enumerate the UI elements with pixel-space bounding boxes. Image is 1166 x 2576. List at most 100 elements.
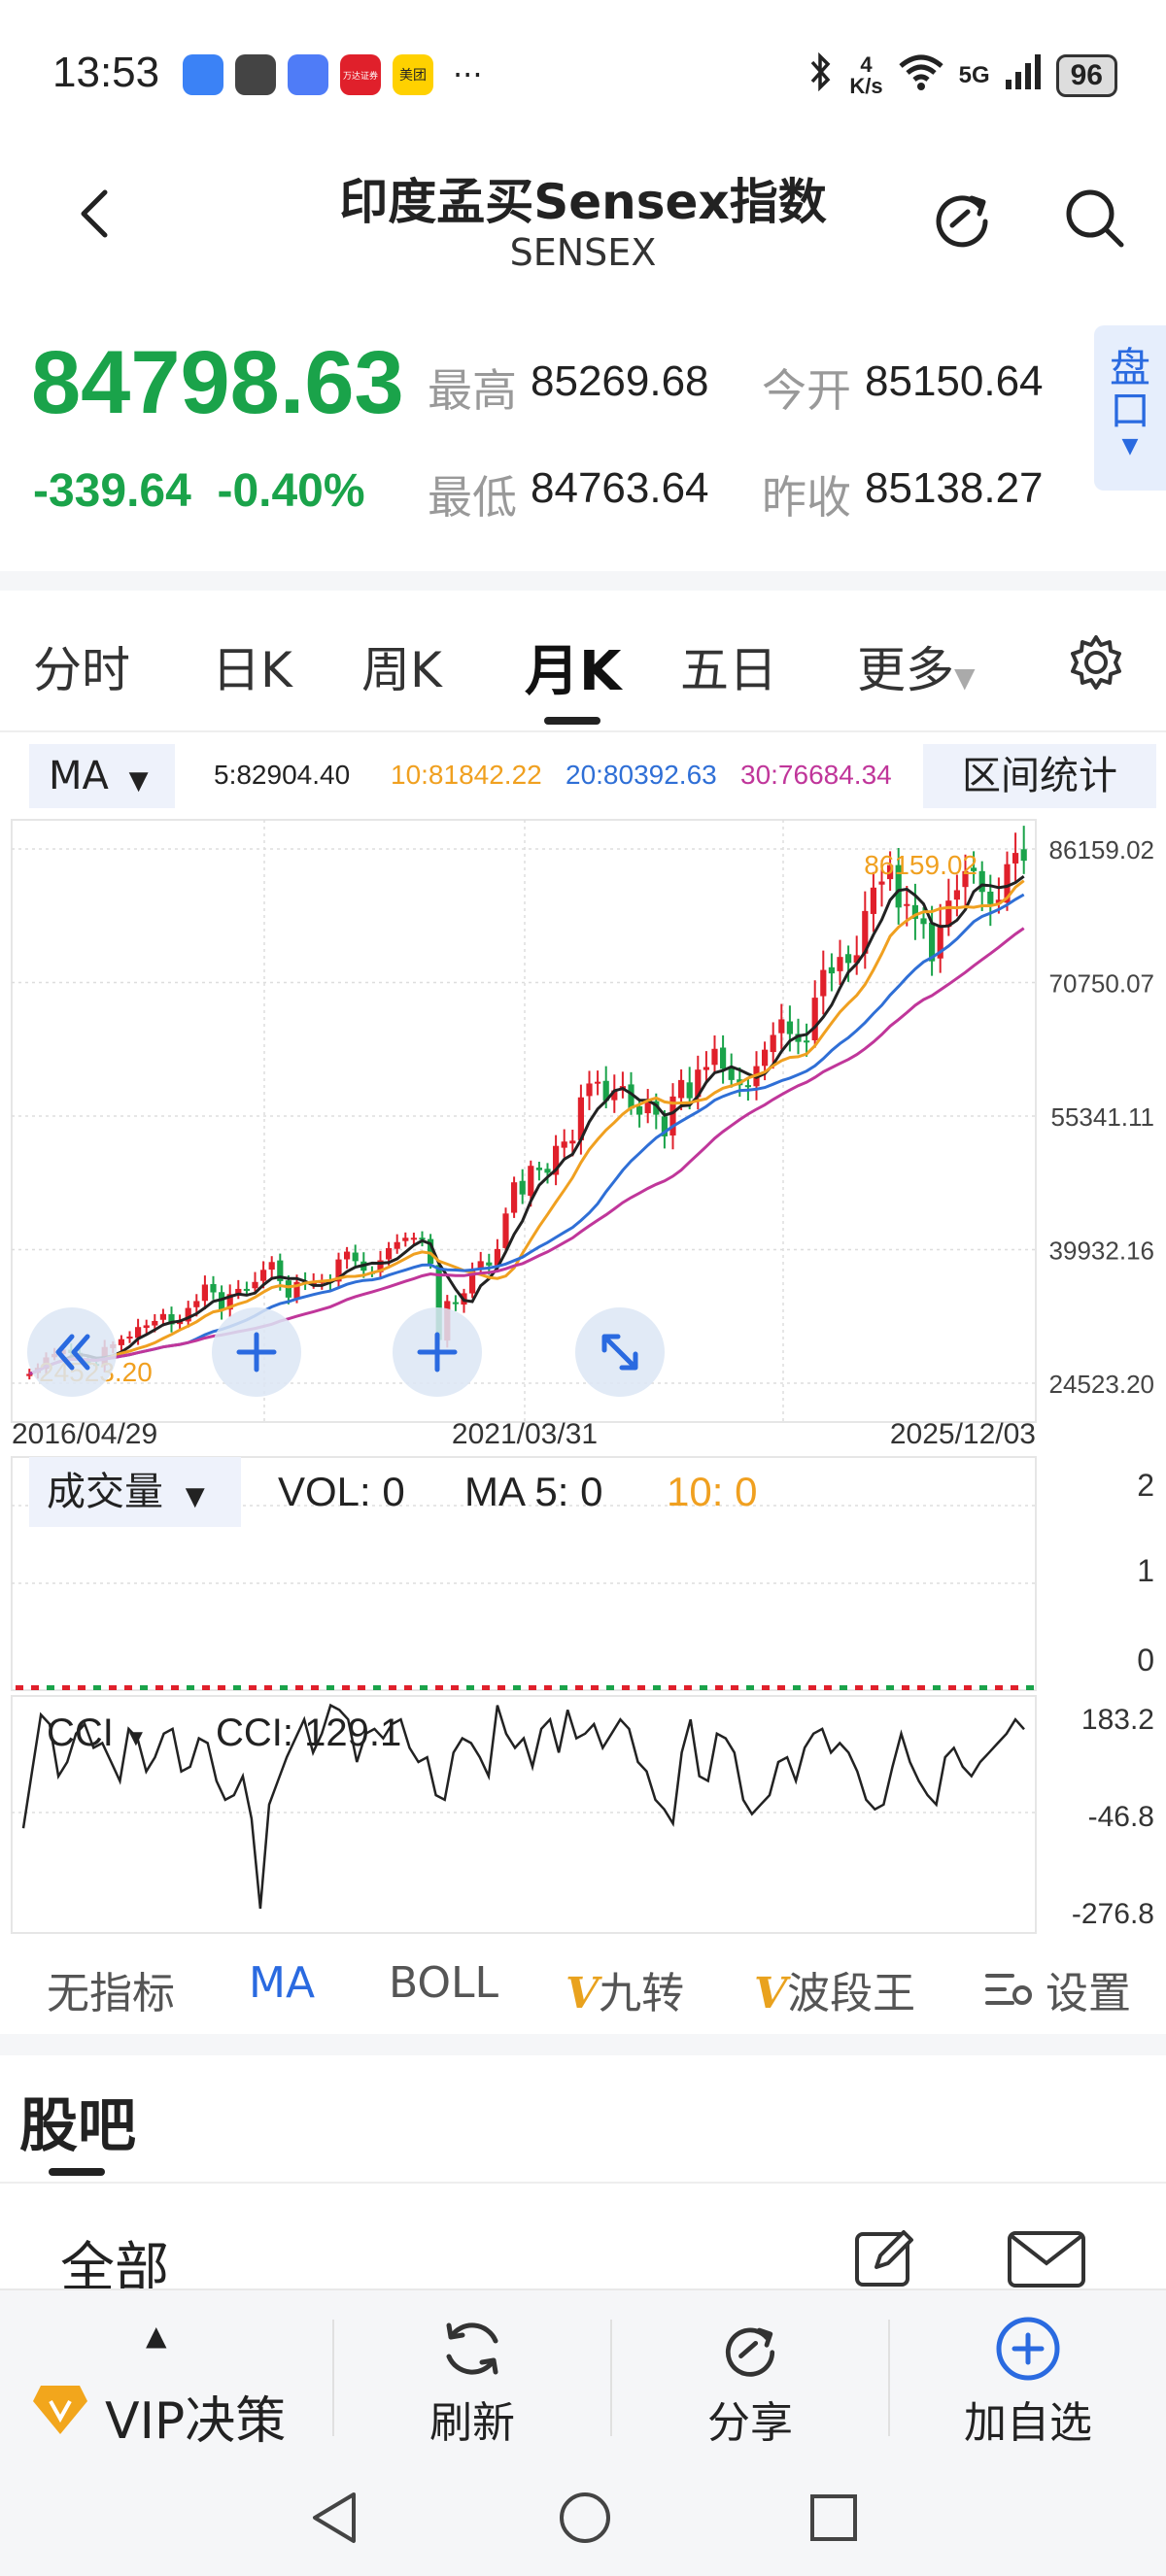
candle-body bbox=[477, 1261, 484, 1270]
vol-ma10-label: 10: bbox=[667, 1469, 724, 1514]
indicator-ma[interactable]: MA bbox=[249, 1958, 316, 2008]
cci-y-tick: -276.8 bbox=[1072, 1898, 1154, 1930]
tab-more[interactable]: 更多▼ bbox=[857, 631, 976, 701]
volume-bar bbox=[964, 1685, 972, 1690]
volume-bar bbox=[47, 1685, 54, 1690]
last-price: 84798.63 bbox=[31, 333, 404, 432]
search-button[interactable] bbox=[1057, 181, 1131, 254]
volume-bar bbox=[155, 1685, 163, 1690]
volume-bar bbox=[482, 1685, 490, 1690]
candle-body bbox=[352, 1252, 359, 1262]
tab-five-day[interactable]: 五日 bbox=[680, 642, 777, 698]
candle-body bbox=[853, 955, 860, 964]
zoom-out-button[interactable] bbox=[393, 1307, 482, 1397]
candle-body bbox=[561, 1141, 567, 1148]
vip-decision-button[interactable]: ▲ VIP决策 bbox=[0, 2290, 330, 2461]
prev-close-value: 85138.27 bbox=[865, 464, 1044, 512]
system-recents-button[interactable] bbox=[806, 2491, 861, 2549]
volume-selector[interactable]: 成交量 ▼ bbox=[29, 1457, 241, 1527]
candle-body bbox=[344, 1251, 351, 1260]
active-tab-indicator bbox=[544, 717, 600, 725]
chart-settings-button[interactable] bbox=[1065, 631, 1127, 697]
range-statistics-button[interactable]: 区间统计 bbox=[923, 744, 1156, 808]
candle-body bbox=[937, 925, 943, 959]
candle-body bbox=[762, 1049, 769, 1067]
candle-body bbox=[277, 1260, 284, 1281]
share-button[interactable]: 分享 bbox=[612, 2290, 888, 2461]
settings-sliders-icon bbox=[985, 1974, 1032, 2005]
indicator-settings[interactable]: 设置 bbox=[983, 1958, 1131, 2020]
candle-body bbox=[770, 1034, 776, 1053]
compose-post-button[interactable] bbox=[851, 2224, 919, 2296]
open-value: 85150.64 bbox=[865, 357, 1044, 405]
cci-selector[interactable]: CCI ▼ bbox=[47, 1712, 148, 1755]
pankou-button[interactable]: 盘口 ▼ bbox=[1094, 325, 1166, 491]
double-chevron-left-icon bbox=[55, 1334, 90, 1371]
volume-bar bbox=[684, 1685, 692, 1690]
message-app-icon bbox=[183, 54, 223, 95]
indicator-none[interactable]: 无指标 bbox=[47, 1969, 175, 2018]
candle-body bbox=[452, 1302, 459, 1305]
vip-label: VIP决策 bbox=[105, 2392, 287, 2451]
candle-body bbox=[569, 1140, 576, 1144]
caret-down-icon: ▼ bbox=[185, 1482, 205, 1511]
network-type: 5G bbox=[958, 61, 990, 88]
indicator-boll[interactable]: BOLL bbox=[389, 1958, 499, 2008]
tab-intraday[interactable]: 分时 bbox=[33, 642, 130, 698]
volume-bar bbox=[342, 1685, 350, 1690]
candle-body bbox=[486, 1262, 493, 1266]
plus-icon bbox=[417, 1332, 458, 1373]
fullscreen-button[interactable] bbox=[575, 1307, 665, 1397]
scroll-left-button[interactable] bbox=[27, 1307, 117, 1397]
volume-bar bbox=[218, 1685, 225, 1690]
volume-bar bbox=[62, 1685, 70, 1690]
volume-bar bbox=[653, 1685, 661, 1690]
price-change: -339.64 -0.40% bbox=[33, 464, 365, 518]
candle-body bbox=[185, 1307, 191, 1322]
x-tick-label: 2021/03/31 bbox=[452, 1418, 598, 1450]
vol-ma5-value: 0 bbox=[580, 1469, 603, 1514]
cci-readout: CCI: 129.1 bbox=[216, 1712, 402, 1754]
refresh-button[interactable]: 刷新 bbox=[334, 2290, 610, 2461]
tab-weekly-k[interactable]: 周K bbox=[361, 642, 442, 698]
volume-bar bbox=[840, 1685, 847, 1690]
volume-bar bbox=[544, 1685, 552, 1690]
back-button[interactable] bbox=[68, 185, 126, 243]
candle-body bbox=[661, 1116, 668, 1136]
volume-bar bbox=[669, 1685, 676, 1690]
volume-bar bbox=[529, 1685, 536, 1690]
candle-body bbox=[636, 1105, 643, 1115]
indicator-jiuzhuan[interactable]: V九转 bbox=[566, 1958, 684, 2020]
system-back-button[interactable] bbox=[307, 2489, 361, 2551]
volume-bar bbox=[420, 1685, 428, 1690]
candle-body bbox=[210, 1283, 217, 1293]
share-arrow-icon bbox=[725, 2327, 775, 2377]
tab-monthly-k[interactable]: 月K bbox=[525, 640, 622, 703]
volume-bar bbox=[871, 1685, 878, 1690]
volume-bar bbox=[389, 1685, 396, 1690]
status-time: 13:53 bbox=[52, 49, 160, 96]
candle-body bbox=[260, 1270, 267, 1281]
candle-body bbox=[695, 1069, 702, 1098]
y-tick-label: 39932.16 bbox=[1049, 1237, 1154, 1266]
share-header-button[interactable] bbox=[925, 181, 999, 254]
period-tabs: 分时 日K 周K 月K 五日 更多▼ bbox=[0, 602, 1166, 729]
volume-bar bbox=[171, 1685, 179, 1690]
candle-body bbox=[895, 864, 902, 908]
volume-bar bbox=[886, 1685, 894, 1690]
indicator-settings-label: 设置 bbox=[1046, 1969, 1131, 2018]
messages-button[interactable] bbox=[1007, 2230, 1086, 2292]
bluetooth-icon bbox=[806, 51, 836, 98]
low-label: 最低 bbox=[428, 471, 517, 524]
divider bbox=[0, 2182, 1166, 2184]
y-tick-label: 55341.11 bbox=[1050, 1102, 1154, 1132]
add-watchlist-button[interactable]: 加自选 bbox=[890, 2290, 1166, 2461]
ma-selector[interactable]: MA ▼ bbox=[29, 744, 175, 808]
system-home-button[interactable] bbox=[556, 2489, 614, 2551]
tab-daily-k[interactable]: 日K bbox=[212, 642, 292, 698]
zoom-in-button[interactable] bbox=[212, 1307, 301, 1397]
volume-bar bbox=[902, 1685, 909, 1690]
candle-body bbox=[535, 1168, 542, 1170]
indicator-boduanwang[interactable]: V波段王 bbox=[754, 1958, 915, 2020]
volume-bar bbox=[606, 1685, 614, 1690]
